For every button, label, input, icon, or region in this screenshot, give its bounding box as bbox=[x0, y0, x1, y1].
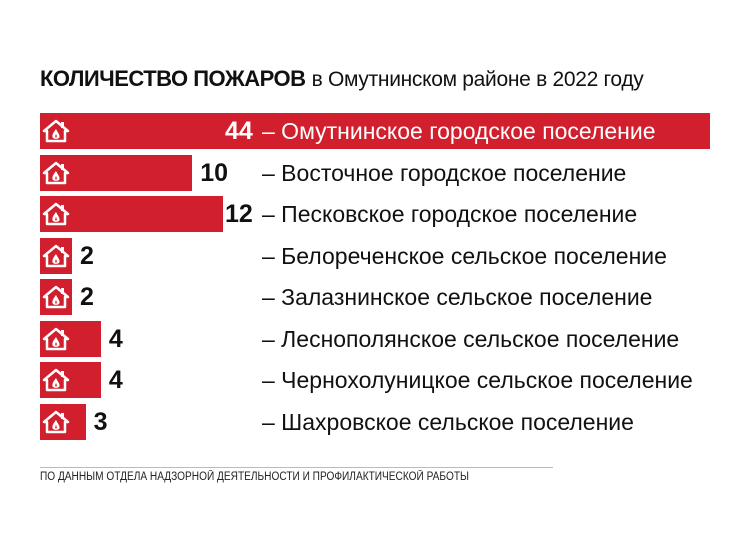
data-label: 4 bbox=[108, 366, 123, 394]
house-fire-icon bbox=[40, 279, 72, 315]
house-fire-icon bbox=[40, 154, 72, 191]
category-label: – Леснополянское сельское поселение bbox=[262, 325, 680, 352]
data-label: 44 bbox=[225, 117, 253, 145]
bar-row: 4 – Чернохолуницкое сельское поселение bbox=[0, 362, 750, 398]
data-label: 2 bbox=[80, 241, 94, 270]
title-bold: КОЛИЧЕСТВО ПОЖАРОВ bbox=[40, 66, 306, 91]
bar-row: 12 – Песковское городское поселение bbox=[0, 196, 750, 232]
bar-row: 2 – Залазнинское сельское поселение bbox=[0, 279, 750, 315]
data-label: 12 bbox=[225, 200, 253, 228]
category-label: – Омутнинское городское поселение bbox=[262, 118, 656, 144]
footer-divider bbox=[40, 467, 553, 468]
bar-row: 4 – Леснополянское сельское поселение bbox=[0, 320, 750, 357]
house-fire-icon bbox=[40, 320, 72, 357]
data-label: 4 bbox=[108, 324, 123, 353]
bar-row: 3 – Шахровское сельское поселение bbox=[0, 403, 750, 440]
data-label: 10 bbox=[200, 158, 229, 187]
chart-title: КОЛИЧЕСТВО ПОЖАРОВ в Омутнинском районе … bbox=[40, 66, 644, 92]
category-label: – Залазнинское сельское поселение bbox=[262, 284, 653, 310]
data-label: 3 bbox=[93, 407, 108, 436]
data-label: 2 bbox=[80, 283, 94, 311]
bar-row: 44 – Омутнинское городское поселение bbox=[0, 113, 750, 149]
bar-row: 10 – Восточное городское поселение bbox=[0, 154, 750, 191]
house-fire-icon bbox=[40, 237, 72, 274]
category-label: – Чернохолуницкое сельское поселение bbox=[262, 367, 693, 393]
title-rest: в Омутнинском районе в 2022 году bbox=[311, 68, 644, 91]
category-label: – Шахровское сельское поселение bbox=[262, 408, 634, 435]
source-note: ПО ДАННЫМ ОТДЕЛА НАДЗОРНОЙ ДЕЯТЕЛЬНОСТИ … bbox=[40, 471, 469, 483]
category-label: – Песковское городское поселение bbox=[262, 201, 638, 227]
house-fire-icon bbox=[40, 403, 72, 440]
category-label: – Белореченское сельское поселение bbox=[262, 242, 667, 269]
bar-row: 2 – Белореченское сельское поселение bbox=[0, 237, 750, 274]
house-fire-icon bbox=[40, 196, 72, 232]
house-fire-icon bbox=[40, 362, 72, 398]
category-label: – Восточное городское поселение bbox=[262, 159, 627, 186]
bar bbox=[40, 113, 710, 149]
house-fire-icon bbox=[40, 113, 72, 149]
